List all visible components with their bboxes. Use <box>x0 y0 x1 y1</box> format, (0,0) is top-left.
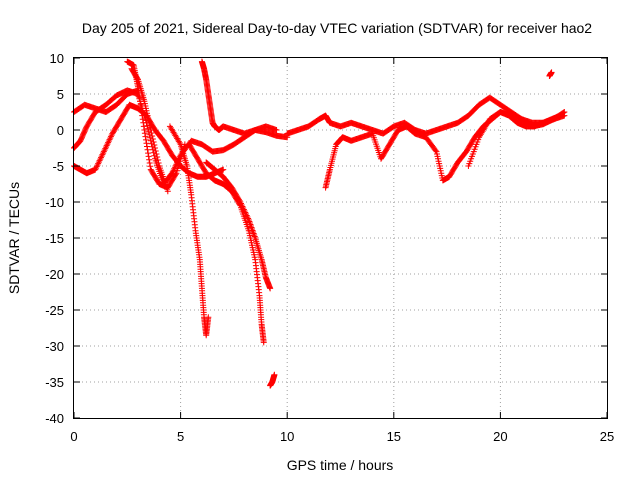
data-point <box>141 130 148 137</box>
data-marks <box>71 58 568 389</box>
data-point <box>236 201 243 208</box>
plot-frame <box>73 57 608 419</box>
data-point <box>146 160 153 166</box>
data-point <box>271 371 278 378</box>
data-point <box>560 109 567 116</box>
x-tick-label: 15 <box>387 429 401 444</box>
data-point <box>432 147 439 154</box>
data-point <box>148 130 155 136</box>
series-sat-d <box>124 58 188 191</box>
data-point <box>144 143 151 150</box>
data-point <box>147 163 154 170</box>
data-point <box>145 153 152 160</box>
data-point <box>273 127 280 133</box>
y-tick-label: -40 <box>45 411 64 426</box>
data-point <box>152 148 159 154</box>
series-sat-e <box>128 65 171 195</box>
x-tick-label: 20 <box>493 429 507 444</box>
data-point <box>164 188 171 195</box>
y-axis-label: SDTVAR / TECUs <box>6 182 22 294</box>
data-point <box>150 139 157 145</box>
x-tick-label: 25 <box>600 429 614 444</box>
data-point <box>205 314 212 321</box>
series-sat-n <box>546 69 555 79</box>
data-point <box>142 133 149 140</box>
y-tick-label: 10 <box>50 51 64 66</box>
data-point <box>143 140 150 147</box>
data-point <box>144 146 151 153</box>
series-sat-f <box>166 123 212 339</box>
data-point <box>140 123 147 130</box>
y-tick-label: -20 <box>45 267 64 282</box>
data-point <box>153 151 160 157</box>
grid <box>74 58 607 418</box>
data-point <box>220 166 227 173</box>
series-sat-g <box>198 58 280 137</box>
data-point <box>134 75 141 82</box>
x-tick-label: 5 <box>177 429 184 444</box>
data-point <box>139 116 146 123</box>
x-tick-label: 10 <box>280 429 294 444</box>
y-tick-label: -10 <box>45 195 64 210</box>
data-point <box>141 127 148 133</box>
x-tick-label: 0 <box>70 429 77 444</box>
x-axis-label: GPS time / hours <box>287 457 394 473</box>
y-tick-label: -15 <box>45 231 64 246</box>
data-point <box>149 133 156 139</box>
y-tick-label: 0 <box>57 123 64 138</box>
data-point <box>140 119 147 126</box>
data-point <box>152 145 159 151</box>
data-point <box>154 157 161 163</box>
data-point <box>142 136 149 143</box>
y-axis: -40 -35 -30 -25 -20 -15 -10 -5 0 5 10 <box>45 51 607 426</box>
y-tick-label: -25 <box>45 303 64 318</box>
data-point <box>250 229 257 235</box>
y-tick-label: 5 <box>57 87 64 102</box>
data-point <box>137 101 144 108</box>
data-point <box>149 136 156 142</box>
data-point <box>248 224 255 231</box>
data-point <box>151 142 158 148</box>
data-point <box>147 127 154 133</box>
data-point <box>267 285 274 292</box>
data-point <box>251 233 258 240</box>
series-sat-c <box>71 87 141 115</box>
data-point <box>138 109 145 115</box>
series-sat-m <box>465 109 568 169</box>
y-tick-label: -35 <box>45 375 64 390</box>
series-sat-j <box>267 371 278 389</box>
data-point <box>548 69 555 76</box>
y-tick-label: -30 <box>45 339 64 354</box>
data-point <box>145 150 152 157</box>
data-point <box>260 339 267 346</box>
data-point <box>146 156 153 163</box>
data-point <box>172 171 179 178</box>
x-axis: 0 5 10 15 20 25 <box>70 58 614 444</box>
data-point <box>154 154 161 160</box>
series-sat-i <box>186 141 267 346</box>
y-tick-label: -5 <box>52 159 64 174</box>
chart-title: Day 205 of 2021, Sidereal Day-to-day VTE… <box>82 20 592 36</box>
data-point <box>561 109 568 115</box>
data-point <box>139 112 146 119</box>
data-point <box>155 160 162 166</box>
